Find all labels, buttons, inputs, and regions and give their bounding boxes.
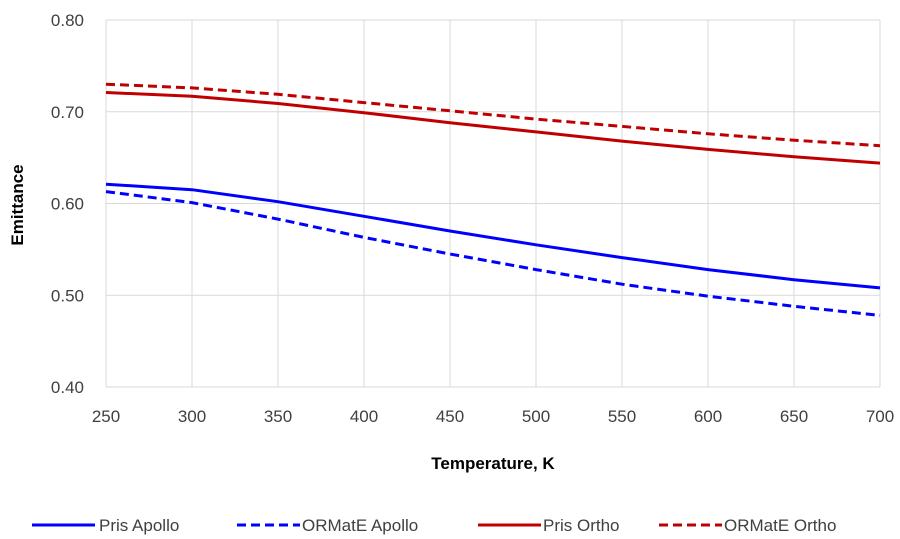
x-tick-labels: 250 300 350 400 450 500 550 600 650 700 <box>92 407 894 426</box>
x-tick-label: 300 <box>178 407 206 426</box>
y-tick-label: 0.50 <box>51 286 84 305</box>
legend-label: ORMatE Ortho <box>724 516 836 535</box>
legend-label: Pris Apollo <box>99 516 179 535</box>
y-axis-title: Emittance <box>8 164 27 245</box>
y-tick-label: 0.80 <box>51 11 84 30</box>
series-line-pris-apollo <box>105 182 881 290</box>
x-tick-label: 600 <box>694 407 722 426</box>
legend-item: Pris Apollo <box>32 516 179 535</box>
legend: Pris Apollo ORMatE Apollo Pris Ortho ORMatE… <box>32 516 836 535</box>
x-tick-label: 450 <box>436 407 464 426</box>
legend-item: Pris Ortho <box>478 516 620 535</box>
x-axis-title: Temperature, K <box>431 454 555 473</box>
x-tick-label: 500 <box>522 407 550 426</box>
x-tick-label: 550 <box>608 407 636 426</box>
grid <box>105 19 881 388</box>
series-layer <box>105 82 881 317</box>
y-tick-labels: 0.40 0.50 0.60 0.70 0.80 <box>51 11 84 397</box>
x-tick-label: 250 <box>92 407 120 426</box>
x-tick-label: 350 <box>264 407 292 426</box>
y-tick-label: 0.40 <box>51 378 84 397</box>
legend-item: ORMatE Ortho <box>659 516 836 535</box>
series-line-ormate-apollo <box>105 190 881 317</box>
legend-item: ORMatE Apollo <box>237 516 418 535</box>
x-tick-label: 400 <box>350 407 378 426</box>
x-tick-label: 700 <box>866 407 894 426</box>
series-line-pris-ortho <box>105 91 881 165</box>
y-tick-label: 0.70 <box>51 103 84 122</box>
series-line-ormate-ortho <box>105 82 881 148</box>
y-tick-label: 0.60 <box>51 195 84 214</box>
x-tick-label: 650 <box>780 407 808 426</box>
legend-label: ORMatE Apollo <box>302 516 418 535</box>
legend-label: Pris Ortho <box>543 516 620 535</box>
